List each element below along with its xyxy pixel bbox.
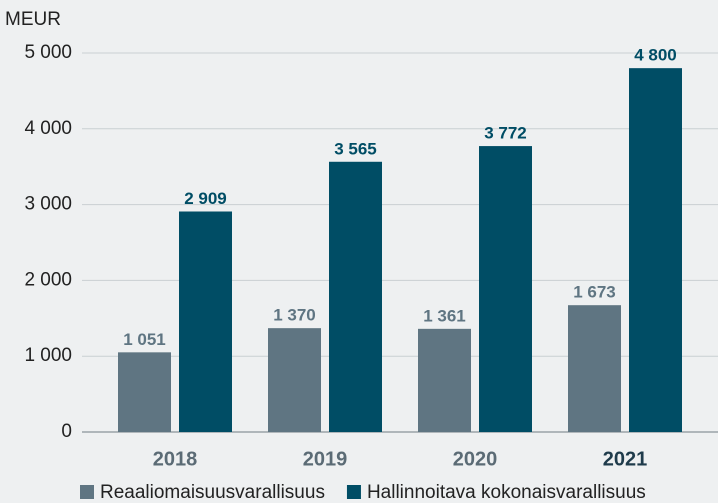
- value-label: 4 800: [634, 46, 677, 65]
- value-label: 1 370: [273, 306, 316, 325]
- value-label: 2 909: [184, 189, 227, 208]
- bar: [118, 352, 171, 432]
- bar: [329, 161, 382, 432]
- value-label: 1 361: [423, 306, 466, 325]
- value-label: 3 772: [484, 124, 527, 143]
- legend-swatch: [346, 485, 361, 499]
- x-tick-label: 2021: [603, 448, 648, 470]
- y-tick-label: 0: [61, 421, 72, 442]
- bar: [568, 305, 621, 432]
- x-tick-label: 2019: [303, 448, 348, 470]
- legend-swatch: [80, 485, 94, 499]
- legend-label: Hallinnoitava kokonaisvarallisuus: [367, 482, 646, 503]
- y-tick-label: 4 000: [24, 118, 72, 139]
- bar: [629, 68, 682, 432]
- y-tick-label: 3 000: [24, 194, 72, 215]
- x-tick-label: 2020: [453, 448, 498, 470]
- value-label: 3 565: [334, 139, 377, 158]
- value-label: 1 051: [123, 330, 166, 349]
- bar: [268, 328, 321, 432]
- y-axis-label: MEUR: [5, 9, 61, 30]
- x-tick-label: 2018: [153, 448, 198, 470]
- value-label: 1 673: [573, 283, 616, 302]
- legend-label: Reaaliomaisuusvarallisuus: [100, 482, 325, 503]
- bar: [179, 211, 232, 432]
- y-tick-label: 5 000: [24, 42, 72, 63]
- y-tick-label: 2 000: [24, 269, 72, 290]
- bar: [479, 146, 532, 432]
- bar: [418, 328, 471, 432]
- y-tick-label: 1 000: [24, 345, 72, 366]
